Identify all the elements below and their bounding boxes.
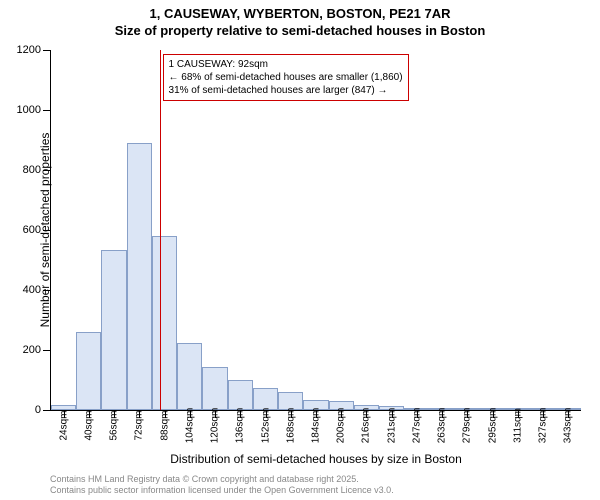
x-tick-label: 168sqm: [285, 408, 296, 444]
x-tick-label: 231sqm: [386, 408, 397, 444]
x-tick-label: 343sqm: [563, 408, 574, 444]
x-tick-label: 152sqm: [260, 408, 271, 444]
x-tick-label: 247sqm: [411, 408, 422, 444]
y-tick-label: 600: [23, 224, 41, 236]
x-tick-label: 24sqm: [58, 410, 69, 440]
histogram-bar: [152, 236, 177, 410]
y-tick: [43, 110, 51, 111]
plot-area: Number of semi-detached properties Distr…: [50, 50, 581, 411]
footer-attribution: Contains HM Land Registry data © Crown c…: [50, 474, 394, 496]
histogram-bar: [228, 380, 253, 410]
x-tick-label: 184sqm: [311, 408, 322, 444]
annotation-line2: ← 68% of semi-detached houses are smalle…: [169, 71, 403, 84]
y-tick-label: 0: [35, 404, 41, 416]
annotation-box: 1 CAUSEWAY: 92sqm← 68% of semi-detached …: [163, 54, 409, 101]
x-tick-label: 104sqm: [184, 408, 195, 444]
annotation-line1: 1 CAUSEWAY: 92sqm: [169, 58, 403, 71]
x-tick-label: 327sqm: [538, 408, 549, 444]
y-tick: [43, 170, 51, 171]
y-tick: [43, 290, 51, 291]
histogram-bar: [127, 143, 152, 410]
y-tick: [43, 410, 51, 411]
y-tick-label: 1200: [17, 44, 41, 56]
x-tick-label: 72sqm: [134, 410, 145, 440]
histogram-bar: [253, 388, 278, 411]
x-tick-label: 216sqm: [361, 408, 372, 444]
y-tick-label: 400: [23, 284, 41, 296]
chart-title-sub: Size of property relative to semi-detach…: [0, 21, 600, 38]
marker-line: [160, 50, 161, 410]
y-tick-label: 800: [23, 164, 41, 176]
x-tick-label: 263sqm: [437, 408, 448, 444]
x-tick-label: 88sqm: [159, 410, 170, 440]
x-tick-label: 56sqm: [109, 410, 120, 440]
x-tick-label: 40sqm: [83, 410, 94, 440]
annotation-line3: 31% of semi-detached houses are larger (…: [169, 84, 403, 97]
histogram-bar: [177, 343, 202, 411]
x-axis-label: Distribution of semi-detached houses by …: [170, 452, 462, 466]
x-tick-label: 311sqm: [512, 408, 523, 443]
y-tick-label: 1000: [17, 104, 41, 116]
x-tick-label: 279sqm: [462, 408, 473, 444]
y-tick: [43, 230, 51, 231]
histogram-bar: [101, 250, 126, 411]
histogram-bar: [202, 367, 227, 411]
x-tick-label: 295sqm: [487, 408, 498, 444]
chart-container: 1, CAUSEWAY, WYBERTON, BOSTON, PE21 7AR …: [0, 0, 600, 500]
x-tick-label: 136sqm: [235, 408, 246, 444]
footer-line2: Contains public sector information licen…: [50, 485, 394, 496]
x-tick-label: 120sqm: [210, 408, 221, 444]
histogram-bar: [76, 332, 101, 410]
y-tick-label: 200: [23, 344, 41, 356]
footer-line1: Contains HM Land Registry data © Crown c…: [50, 474, 394, 485]
y-tick: [43, 350, 51, 351]
chart-title-main: 1, CAUSEWAY, WYBERTON, BOSTON, PE21 7AR: [0, 0, 600, 21]
y-tick: [43, 50, 51, 51]
x-tick-label: 200sqm: [336, 408, 347, 444]
